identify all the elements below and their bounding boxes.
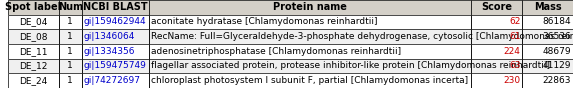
Bar (59, 0, 81, 15)
Bar (8, 15, 59, 29)
Text: DE_12: DE_12 (19, 62, 48, 70)
Bar (81, 15, 150, 29)
Bar (472, 15, 522, 29)
Bar (81, 29, 150, 44)
Text: DE_24: DE_24 (19, 76, 48, 85)
Bar (59, 59, 81, 73)
Text: Protein name: Protein name (273, 2, 347, 12)
Bar (150, 0, 472, 15)
Text: 61: 61 (509, 32, 520, 41)
Bar (472, 59, 522, 73)
Text: Mass: Mass (534, 2, 562, 12)
Text: 1: 1 (68, 62, 73, 70)
Bar (81, 0, 150, 15)
Bar (150, 15, 472, 29)
Text: 48679: 48679 (543, 47, 571, 56)
Text: Spot label: Spot label (5, 2, 61, 12)
Bar (8, 73, 573, 88)
Text: Score: Score (481, 2, 512, 12)
Bar (472, 29, 522, 44)
Bar (8, 15, 573, 29)
Bar (59, 29, 81, 44)
Bar (522, 59, 573, 73)
Bar (522, 73, 573, 88)
Bar (150, 59, 472, 73)
Bar (472, 0, 522, 15)
Bar (8, 0, 59, 15)
Bar (81, 44, 150, 59)
Bar (522, 44, 573, 59)
Bar (522, 29, 573, 44)
Bar (8, 44, 59, 59)
Text: DE_04: DE_04 (19, 18, 48, 26)
Text: gi|1334356: gi|1334356 (83, 47, 135, 56)
Text: adenosinetriphosphatase [Chlamydomonas reinhardtii]: adenosinetriphosphatase [Chlamydomonas r… (151, 47, 401, 56)
Bar (81, 59, 150, 73)
Bar (8, 29, 59, 44)
Text: 62: 62 (509, 18, 520, 26)
Bar (522, 0, 573, 15)
Bar (150, 73, 472, 88)
Text: 224: 224 (504, 47, 520, 56)
Text: gi|1346064: gi|1346064 (83, 32, 135, 41)
Bar (59, 15, 81, 29)
Bar (472, 73, 522, 88)
Text: RecName: Full=Glyceraldehyde-3-phosphate dehydrogenase, cytosolic [Chlamydomonas: RecName: Full=Glyceraldehyde-3-phosphate… (151, 32, 573, 41)
Text: 36536: 36536 (543, 32, 571, 41)
Bar (8, 29, 573, 44)
Text: gi|159462944: gi|159462944 (83, 18, 146, 26)
Bar (81, 73, 150, 88)
Bar (8, 59, 59, 73)
Text: 1: 1 (68, 32, 73, 41)
Text: chloroplast photosystem I subunit F, partial [Chlamydomonas incerta]: chloroplast photosystem I subunit F, par… (151, 76, 468, 85)
Text: NCBI BLAST: NCBI BLAST (83, 2, 148, 12)
Text: flagellar associated protein, protease inhibitor-like protein [Chlamydomonas rei: flagellar associated protein, protease i… (151, 62, 550, 70)
Bar (150, 44, 472, 59)
Bar (8, 73, 59, 88)
Text: 1: 1 (68, 47, 73, 56)
Bar (8, 59, 573, 73)
Text: DE_11: DE_11 (19, 47, 48, 56)
Bar (59, 44, 81, 59)
Bar (150, 29, 472, 44)
Bar (472, 44, 522, 59)
Text: 86184: 86184 (543, 18, 571, 26)
Text: 1: 1 (68, 18, 73, 26)
Text: DE_08: DE_08 (19, 32, 48, 41)
Bar (522, 15, 573, 29)
Text: aconitate hydratase [Chlamydomonas reinhardtii]: aconitate hydratase [Chlamydomonas reinh… (151, 18, 378, 26)
Text: 22863: 22863 (543, 76, 571, 85)
Text: 63: 63 (509, 62, 520, 70)
Text: 1: 1 (68, 76, 73, 85)
Text: gi|74272697: gi|74272697 (83, 76, 140, 85)
Text: gi|159475749: gi|159475749 (83, 62, 146, 70)
Bar (59, 73, 81, 88)
Text: Num: Num (58, 2, 83, 12)
Text: 41129: 41129 (543, 62, 571, 70)
Text: 230: 230 (503, 76, 520, 85)
Bar (8, 44, 573, 59)
